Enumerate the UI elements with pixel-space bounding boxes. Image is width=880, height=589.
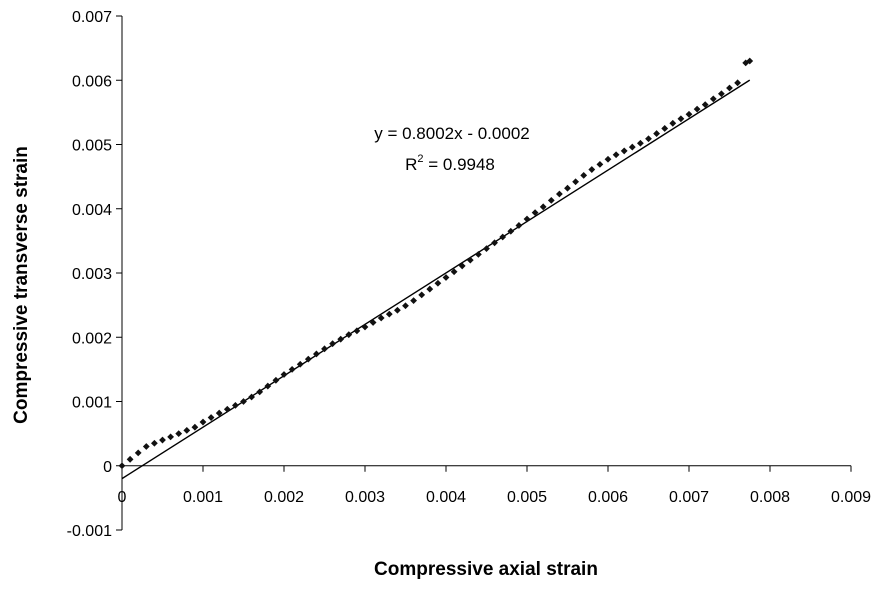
data-point <box>402 302 409 310</box>
x-tick-label: 0.004 <box>426 489 466 506</box>
data-point <box>264 382 272 390</box>
y-tick-label: 0.002 <box>72 330 112 347</box>
r-squared-prefix: R <box>405 155 417 174</box>
data-point <box>394 306 401 314</box>
data-point <box>240 398 247 405</box>
y-tick-label: 0.005 <box>72 138 112 155</box>
data-point <box>677 115 685 123</box>
trendline-layer <box>121 79 751 480</box>
data-point <box>304 355 312 363</box>
data-point <box>450 268 458 276</box>
data-point <box>645 135 652 143</box>
r-squared-value: = 0.9948 <box>424 155 495 174</box>
data-point <box>118 462 126 470</box>
data-point <box>321 345 328 353</box>
data-point <box>151 439 158 447</box>
data-point <box>191 423 199 431</box>
data-point <box>215 409 223 417</box>
data-point <box>167 433 174 441</box>
trendline-equation: y = 0.8002x - 0.0002 <box>374 124 529 143</box>
data-point <box>418 291 426 299</box>
data-point <box>134 449 142 457</box>
data-point <box>685 110 693 118</box>
data-point <box>726 84 733 92</box>
data-point <box>410 297 417 305</box>
y-tick-label: -0.001 <box>67 523 112 540</box>
data-point <box>442 274 450 281</box>
data-point <box>709 95 717 103</box>
data-point <box>612 151 620 159</box>
data-point <box>531 209 539 216</box>
data-point <box>126 455 134 463</box>
x-tick-label: 0.003 <box>345 489 385 506</box>
y-tick-label: 0 <box>103 459 112 476</box>
data-point <box>507 227 515 235</box>
x-tick-label: 0.007 <box>669 489 709 506</box>
data-point <box>734 79 741 87</box>
data-point <box>159 436 166 444</box>
data-point <box>718 90 725 98</box>
x-tick-label: 0 <box>118 489 127 506</box>
data-point <box>288 365 296 373</box>
data-point <box>693 105 701 113</box>
data-point <box>175 430 183 438</box>
data-point <box>426 285 434 293</box>
data-point <box>564 184 571 192</box>
data-point <box>556 190 563 198</box>
x-tick-label: 0.006 <box>588 489 628 506</box>
data-point <box>207 414 215 421</box>
trendline <box>121 79 751 480</box>
data-point <box>385 310 393 318</box>
axes: -0.001 0 0.001 0.002 0.003 0.004 0.005 0.006 0.0… <box>67 9 871 540</box>
x-tick-label: 0.001 <box>183 489 223 506</box>
data-point <box>199 418 207 426</box>
r-squared-label: R2 = 0.9948 <box>405 153 495 174</box>
data-points <box>118 57 754 470</box>
data-point <box>483 245 490 252</box>
data-point <box>272 376 280 384</box>
x-tick-label: 0.008 <box>750 489 790 506</box>
data-point <box>361 323 369 331</box>
y-tick-label: 0.006 <box>72 73 112 90</box>
y-tick-label: 0.004 <box>72 202 112 219</box>
data-point <box>572 178 579 186</box>
data-point <box>369 319 377 326</box>
data-point <box>523 215 531 223</box>
y-tick-label: 0.007 <box>72 9 112 26</box>
data-point <box>637 139 644 147</box>
data-point <box>620 147 628 155</box>
data-point <box>223 405 231 413</box>
x-tick-label: 0.002 <box>264 489 304 506</box>
x-tick-label: 0.005 <box>507 489 547 506</box>
data-point <box>475 250 482 258</box>
y-axis-title: Compressive transverse strain <box>11 146 32 424</box>
data-point <box>142 443 150 450</box>
data-point <box>701 101 709 109</box>
data-point <box>466 256 474 264</box>
data-point <box>329 340 336 348</box>
x-axis-title: Compressive axial strain <box>374 559 598 580</box>
data-point <box>653 130 660 137</box>
data-point <box>248 393 255 401</box>
data-point <box>596 161 604 168</box>
data-point <box>588 166 596 173</box>
data-point <box>539 203 547 211</box>
r-squared-superscript: 2 <box>417 153 423 165</box>
data-point <box>491 239 498 247</box>
data-point <box>604 155 612 163</box>
data-point <box>434 279 442 287</box>
data-point <box>183 427 191 434</box>
data-point <box>547 197 555 204</box>
data-point <box>669 119 677 127</box>
data-point <box>580 171 588 179</box>
y-tick-label: 0.001 <box>72 395 112 412</box>
data-point <box>313 350 320 358</box>
data-point <box>345 331 353 339</box>
data-point <box>628 143 636 151</box>
y-tick-label: 0.003 <box>72 266 112 283</box>
data-point <box>661 125 669 132</box>
x-tick-label: 0.009 <box>831 489 871 506</box>
